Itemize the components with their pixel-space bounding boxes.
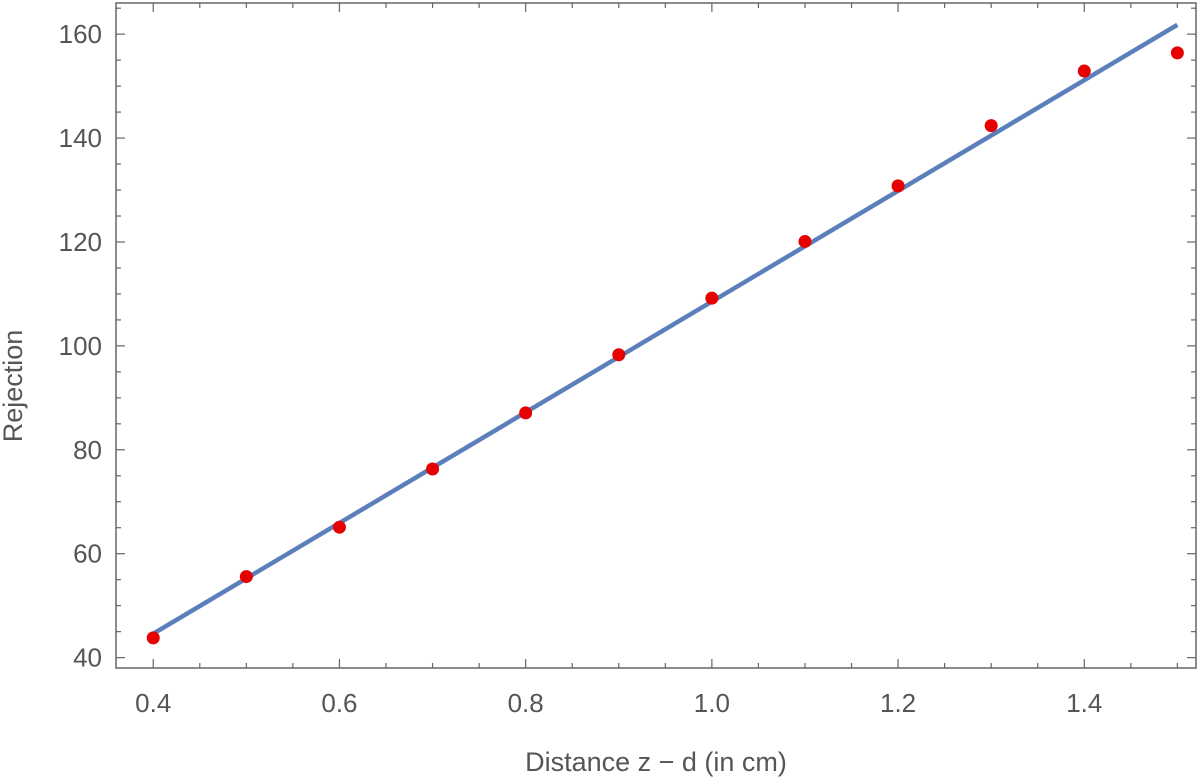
- axis-ticks: [116, 3, 1196, 668]
- data-point: [332, 520, 346, 534]
- series-layer: [146, 22, 1184, 645]
- fit-line: [152, 22, 1179, 636]
- data-point: [426, 462, 440, 476]
- data-point: [984, 119, 998, 133]
- data-point: [1170, 46, 1184, 60]
- data-point: [239, 570, 253, 584]
- x-tick-labels: 0.4 0.6 0.8 1.0 1.2 1.4: [135, 688, 1102, 718]
- data-point: [612, 348, 626, 362]
- data-point: [891, 179, 905, 193]
- x-tick-label: 1.2: [880, 688, 916, 718]
- x-tick-label: 1.4: [1066, 688, 1102, 718]
- data-point: [705, 291, 719, 305]
- data-point: [519, 406, 533, 420]
- x-tick-label: 0.6: [321, 688, 357, 718]
- x-axis-title: Distance z − d (in cm): [525, 747, 787, 777]
- y-tick-label: 140: [59, 123, 102, 153]
- data-point: [1077, 64, 1091, 78]
- data-point: [146, 631, 160, 645]
- y-tick-label: 160: [59, 19, 102, 49]
- x-tick-label: 1.0: [694, 688, 730, 718]
- data-point: [798, 234, 812, 248]
- y-axis-title: Rejection: [0, 330, 28, 443]
- y-tick-label: 100: [59, 331, 102, 361]
- y-tick-label: 40: [73, 643, 102, 673]
- x-tick-label: 0.4: [135, 688, 171, 718]
- y-tick-label: 60: [73, 539, 102, 569]
- y-tick-labels: 40 60 80 100 120 140 160: [59, 19, 102, 672]
- plot-frame: [115, 2, 1197, 669]
- y-tick-label: 120: [59, 227, 102, 257]
- y-tick-label: 80: [73, 435, 102, 465]
- x-tick-label: 0.8: [508, 688, 544, 718]
